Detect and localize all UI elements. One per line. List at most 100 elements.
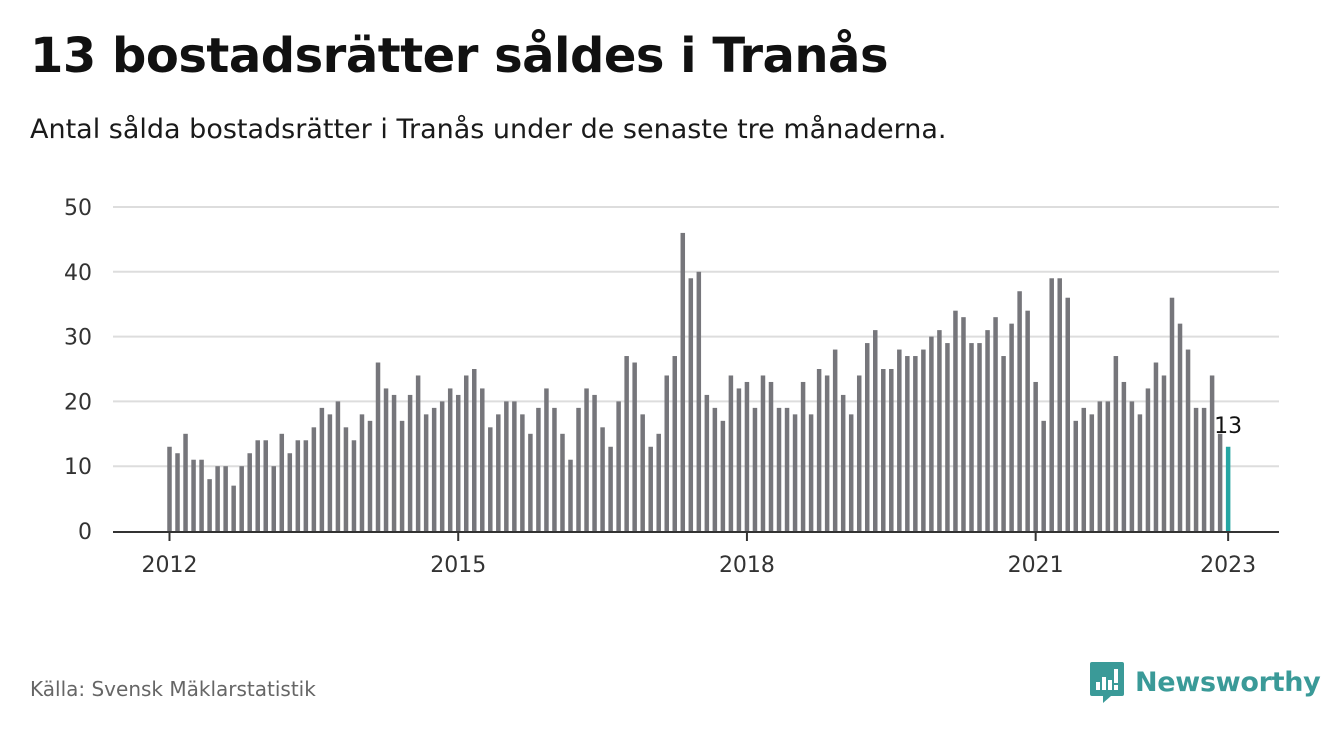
bar bbox=[223, 466, 228, 531]
y-axis-tick-labels: 0 10 20 30 40 50 bbox=[64, 196, 92, 545]
bar bbox=[905, 356, 910, 531]
bar bbox=[881, 369, 886, 531]
bar bbox=[423, 414, 429, 531]
bar bbox=[688, 278, 694, 531]
bar bbox=[929, 336, 934, 531]
x-tick-label-2021: 2021 bbox=[1008, 553, 1064, 578]
bar bbox=[832, 349, 838, 531]
bar bbox=[648, 446, 653, 531]
bar bbox=[969, 343, 974, 531]
gridlines bbox=[113, 206, 1279, 468]
bar bbox=[913, 356, 918, 531]
bar bbox=[343, 427, 349, 531]
bar bbox=[367, 420, 373, 531]
bar bbox=[496, 414, 501, 531]
bar bbox=[1017, 291, 1022, 531]
bar bbox=[640, 414, 645, 531]
bar bbox=[993, 317, 998, 531]
bar bbox=[1025, 310, 1030, 531]
bar bbox=[1137, 414, 1143, 531]
bar bbox=[1009, 323, 1014, 531]
bar bbox=[463, 375, 469, 531]
bar bbox=[1041, 420, 1046, 531]
bar bbox=[447, 388, 453, 531]
bar bbox=[864, 343, 870, 531]
bar bbox=[600, 427, 605, 531]
bar bbox=[1129, 401, 1135, 531]
bar bbox=[696, 271, 702, 531]
bar bbox=[319, 407, 325, 531]
bar bbox=[953, 310, 958, 531]
bar bbox=[856, 375, 862, 531]
bar bbox=[488, 427, 493, 531]
bar bbox=[335, 401, 341, 531]
bar bbox=[632, 362, 637, 531]
bar bbox=[1161, 375, 1167, 531]
bar bbox=[776, 407, 782, 531]
bar bbox=[455, 394, 461, 531]
y-tick-label-0: 0 bbox=[78, 520, 92, 545]
bar bbox=[1177, 323, 1183, 531]
y-tick-label-30: 30 bbox=[64, 326, 92, 351]
bar bbox=[520, 414, 525, 531]
x-tick-label-2012: 2012 bbox=[142, 553, 198, 578]
x-axis-ticks: 2012 2015 2018 2021 2023 bbox=[142, 532, 1256, 578]
bars bbox=[167, 232, 1231, 532]
bar bbox=[824, 375, 830, 531]
bar bbox=[1145, 388, 1151, 531]
bar bbox=[664, 375, 669, 531]
bar bbox=[167, 446, 172, 531]
bar bbox=[1113, 356, 1119, 531]
bar bbox=[271, 466, 277, 531]
bar bbox=[1153, 362, 1159, 531]
bar bbox=[512, 401, 517, 531]
highlight-data-label: 13 bbox=[1214, 414, 1242, 439]
bar bbox=[624, 356, 629, 531]
bar bbox=[768, 381, 774, 531]
bar bbox=[1033, 381, 1038, 531]
bar bbox=[191, 459, 196, 531]
bar bbox=[1065, 297, 1070, 531]
bar bbox=[961, 317, 966, 531]
bar-chart: 0 10 20 30 40 50 2012 2015 2018 2021 2023 13 bbox=[64, 196, 1279, 578]
bar bbox=[592, 394, 597, 531]
bar bbox=[303, 440, 309, 531]
bar bbox=[1209, 375, 1215, 531]
bar bbox=[504, 401, 509, 531]
bar bbox=[239, 466, 244, 531]
x-tick-label-2018: 2018 bbox=[719, 553, 775, 578]
bar bbox=[1185, 349, 1191, 531]
y-tick-label-20: 20 bbox=[64, 390, 92, 415]
bar bbox=[295, 440, 301, 531]
bar bbox=[728, 375, 734, 531]
bar bbox=[359, 414, 365, 531]
y-tick-label-10: 10 bbox=[64, 455, 92, 480]
bar bbox=[752, 407, 758, 531]
bar bbox=[1201, 407, 1207, 531]
bar bbox=[576, 407, 581, 531]
bar bbox=[977, 343, 982, 531]
chart-subtitle: Antal sålda bostadsrätter i Tranås under… bbox=[30, 114, 947, 145]
bar bbox=[263, 440, 268, 531]
bar bbox=[1193, 407, 1199, 531]
bar bbox=[656, 433, 661, 531]
bar bbox=[536, 407, 541, 531]
bar bbox=[568, 459, 573, 531]
bar-highlight bbox=[1225, 446, 1231, 531]
brand-logo: Newsworthy bbox=[1089, 660, 1321, 704]
bar bbox=[399, 420, 405, 531]
bar bbox=[897, 349, 902, 531]
bar bbox=[1089, 414, 1095, 531]
bar bbox=[472, 369, 477, 531]
bar bbox=[391, 394, 397, 531]
bar bbox=[937, 330, 942, 531]
bar bbox=[808, 414, 814, 531]
bar bbox=[528, 433, 533, 531]
bar bbox=[247, 453, 252, 531]
bar bbox=[848, 414, 854, 531]
bar bbox=[1169, 297, 1175, 531]
bar bbox=[199, 459, 204, 531]
bar bbox=[889, 369, 894, 531]
bar bbox=[544, 388, 549, 531]
source-note: Källa: Svensk Mäklarstatistik bbox=[30, 677, 316, 701]
